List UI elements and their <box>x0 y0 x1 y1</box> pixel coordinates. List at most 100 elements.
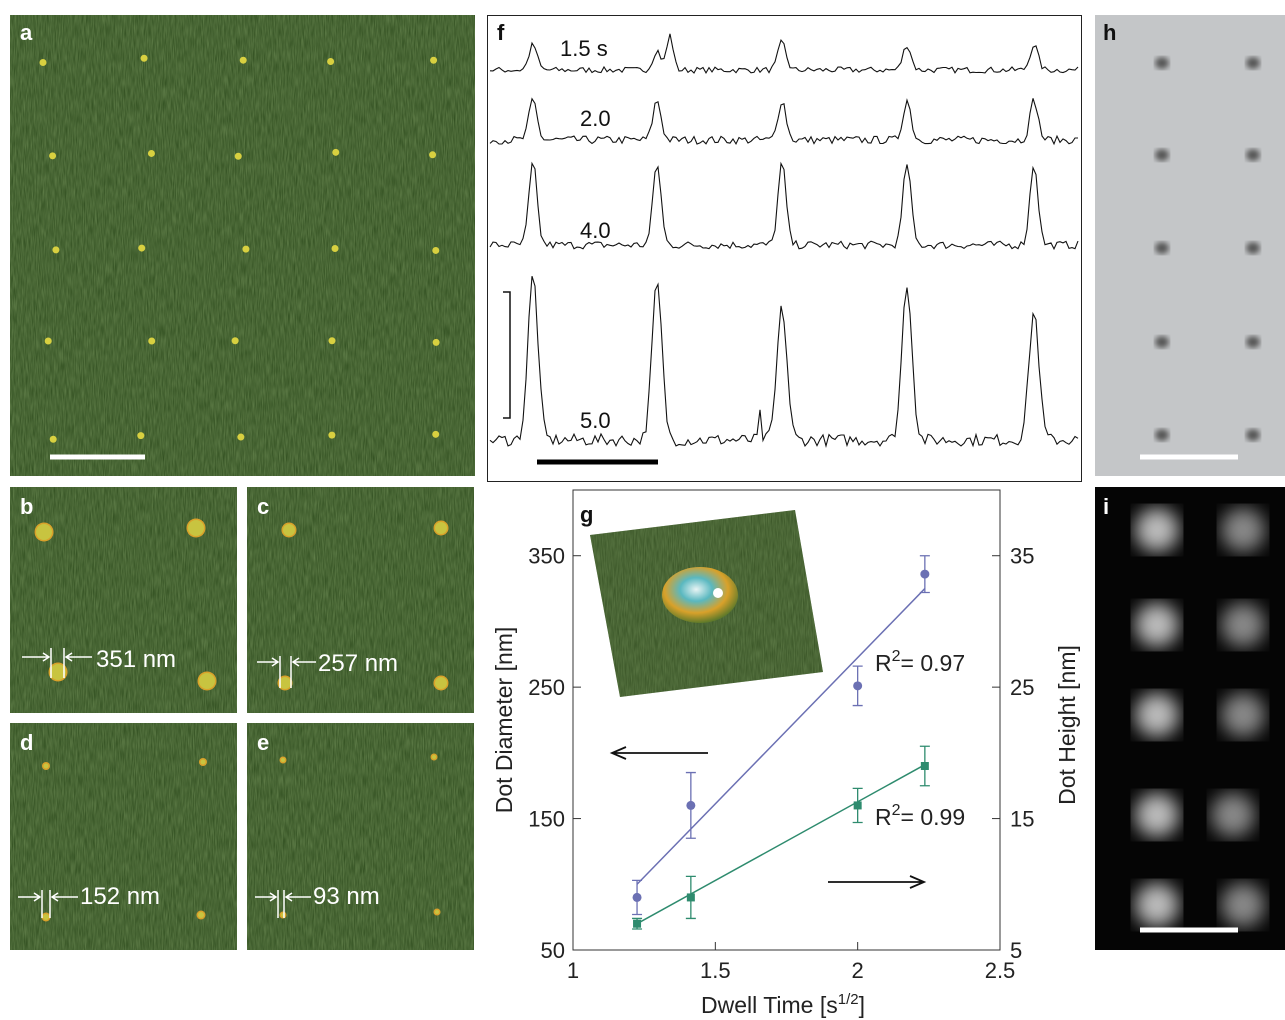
fluor-spot <box>1135 793 1179 837</box>
fit-annotation-text: = 0.99 <box>901 804 966 830</box>
fluor-spot <box>1135 508 1179 552</box>
sem-pit <box>1155 242 1169 254</box>
afm-texture <box>10 15 475 476</box>
panel-label: h <box>1103 20 1116 45</box>
sem-pit <box>1155 57 1169 69</box>
fit-annotation-sup: 2 <box>892 802 901 819</box>
size-annotation: 351 nm <box>96 646 176 673</box>
afm-dot <box>432 431 439 438</box>
afm-dot <box>435 522 447 534</box>
afm-dot <box>44 764 49 769</box>
data-point <box>633 893 642 902</box>
afm-dot <box>188 520 204 536</box>
y2-tick-label: 15 <box>1010 807 1034 832</box>
fit-annotation-sup: 2 <box>892 648 901 665</box>
data-point <box>920 570 929 579</box>
afm-dot <box>235 153 242 160</box>
fluor-spot <box>1221 883 1265 927</box>
afm-dot <box>137 432 144 439</box>
panel-label: g <box>580 502 593 527</box>
axis-arrow <box>828 876 924 888</box>
y2-tick-label: 25 <box>1010 675 1034 700</box>
y2-tick-label: 35 <box>1010 544 1034 569</box>
y2-tick-label: 5 <box>1010 938 1022 963</box>
afm-dot <box>148 337 155 344</box>
panel-label: a <box>20 20 33 45</box>
afm-dot <box>240 57 247 64</box>
sem-pit <box>1246 149 1260 161</box>
afm-dot <box>281 758 285 762</box>
y-tick-label: 50 <box>541 938 565 963</box>
x-axis-label-text: Dwell Time [s <box>701 992 838 1018</box>
fluor-spot <box>1135 693 1179 737</box>
afm-dot <box>432 755 436 759</box>
x-axis-label: Dwell Time [s1/2] <box>701 991 865 1018</box>
sem-pit <box>1155 149 1169 161</box>
axis-arrow <box>612 747 708 759</box>
afm-dot <box>138 245 145 252</box>
x-tick-label: 1.5 <box>700 958 731 983</box>
afm-dot <box>435 910 439 914</box>
afm-dot <box>199 673 215 689</box>
inset-highlight <box>713 588 723 598</box>
data-point <box>686 801 695 810</box>
fit-line <box>637 765 925 924</box>
fluor-spot <box>1221 693 1265 737</box>
x-tick-label: 2 <box>852 958 864 983</box>
panel-label: d <box>20 730 33 755</box>
afm-dot <box>283 524 295 536</box>
afm-dot <box>237 434 244 441</box>
afm-dot <box>40 59 47 66</box>
afm-dot <box>52 246 59 253</box>
panel-label: e <box>257 730 269 755</box>
fit-annotation-text: = 0.97 <box>901 650 966 676</box>
image-panels <box>10 15 1285 950</box>
afm-dot <box>43 914 49 920</box>
y-axis-label: Dot Diameter [nm] <box>491 627 517 814</box>
sem-pit <box>1155 336 1169 348</box>
afm-dot <box>148 150 155 157</box>
afm-dot <box>201 760 206 765</box>
panel-label: c <box>257 494 269 519</box>
panel-label: f <box>497 20 505 45</box>
data-point <box>853 681 862 690</box>
figure: a b c d e f g h i 351 nm 257 nm 152 nm 9… <box>0 0 1285 1020</box>
afm-dot <box>242 246 249 253</box>
panel-label: b <box>20 494 33 519</box>
trace-label: 2.0 <box>580 106 611 131</box>
fit-annotation-base: R <box>875 804 892 830</box>
afm-dot <box>328 432 335 439</box>
trace-frame <box>488 16 1082 482</box>
afm-dot <box>198 912 204 918</box>
data-point <box>633 920 641 928</box>
afm-dot <box>432 247 439 254</box>
fluor-spot <box>1221 603 1265 647</box>
size-annotation: 93 nm <box>313 883 380 910</box>
x-axis-label-sup: 1/2 <box>838 991 859 1008</box>
afm-dot <box>327 58 334 65</box>
sem-pit <box>1246 57 1260 69</box>
x-tick-label: 1 <box>567 958 579 983</box>
sem-pit <box>1246 242 1260 254</box>
fit-annotation: R2= 0.97 <box>875 648 965 676</box>
fit-annotation-base: R <box>875 650 892 676</box>
sem-pit <box>1155 429 1169 441</box>
afm-dot <box>430 57 437 64</box>
afm-dot <box>50 436 57 443</box>
y2-axis-label: Dot Height [nm] <box>1054 645 1080 805</box>
panel-label: i <box>1103 494 1109 519</box>
fluor-spot <box>1135 883 1179 927</box>
size-annotation: 257 nm <box>318 650 398 677</box>
data-point <box>921 762 929 770</box>
afm-dot <box>49 152 56 159</box>
x-axis-label-end: ] <box>859 992 865 1018</box>
afm-dot <box>36 524 52 540</box>
afm-dot <box>141 55 148 62</box>
afm-dot <box>435 677 447 689</box>
fluor-spot <box>1211 793 1255 837</box>
y-tick-label: 150 <box>528 807 565 832</box>
data-point <box>854 801 862 809</box>
fluor-spot <box>1135 603 1179 647</box>
trace-label: 4.0 <box>580 218 611 243</box>
fluor-spot <box>1221 508 1265 552</box>
